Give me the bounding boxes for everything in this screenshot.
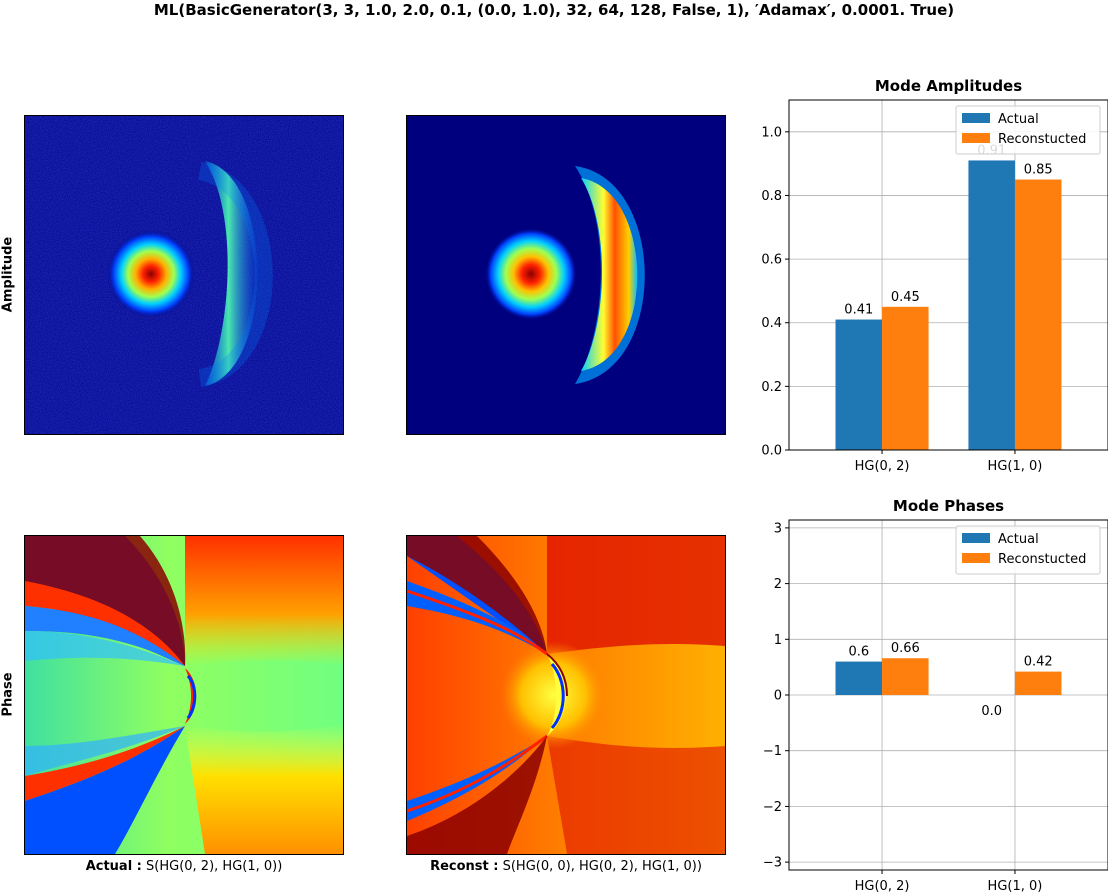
chart-1-ytick-label-0: −3 (763, 856, 782, 871)
chart-0-data-label-1-0: 0.45 (891, 290, 920, 305)
chart-1-bar-0-0 (835, 661, 883, 695)
chart-0-legend-swatch-0 (962, 113, 990, 123)
caption-actual-text: S(HG(0, 2), HG(1, 0)) (146, 859, 283, 874)
row-label-amplitude: Amplitude (0, 236, 16, 313)
chart-0-data-label-1-1: 0.85 (1024, 163, 1053, 178)
chart-0-legend-box (955, 105, 1101, 155)
chart-1-data-label-1-0: 0.66 (891, 641, 920, 656)
chart-1-data-label-0-0: 0.6 (848, 645, 869, 660)
caption-actual: Actual : S(HG(0, 2), HG(1, 0)) (24, 859, 344, 874)
chart-0-ytick-label-1: 0.2 (761, 380, 782, 395)
chart-1-ytick-label-6: 3 (774, 521, 782, 536)
chart-1-bar-1-0 (882, 658, 929, 695)
chart-1-data-label-0-1: 0.0 (981, 704, 1002, 719)
chart-1-ytick-label-5: 2 (774, 577, 782, 592)
chart-0-data-label-0-0: 0.41 (844, 303, 873, 318)
chart-1-legend-box (955, 525, 1101, 575)
chart-1-xtick-label-0: HG(0, 2) (855, 879, 910, 893)
chart-0-bar-1-0 (882, 306, 929, 450)
chart-1-legend-label-1: Reconstucted (998, 552, 1086, 567)
caption-reconst-label: Reconst : (430, 859, 499, 874)
chart-0-bar-0-1 (968, 160, 1015, 451)
chart-0-title: Mode Amplitudes (875, 77, 1022, 95)
chart-1-bar-1-1 (1014, 671, 1062, 695)
row-label-phase: Phase (0, 672, 16, 717)
chart-0-xtick-label-0: HG(0, 2) (855, 459, 910, 474)
chart-0-ytick-label-0: 0.0 (761, 444, 782, 459)
caption-reconst-text: S(HG(0, 0), HG(0, 2), HG(1, 0)) (502, 859, 702, 874)
chart-1-ytick-label-1: −2 (763, 800, 782, 815)
chart-1-data-label-1-1: 0.42 (1024, 655, 1053, 670)
chart-0-legend-swatch-1 (962, 133, 990, 143)
caption-reconst: Reconst : S(HG(0, 0), HG(0, 2), HG(1, 0)… (396, 859, 736, 874)
chart-1-ytick-label-4: 1 (774, 633, 782, 648)
chart-0-ytick-label-2: 0.4 (761, 316, 782, 331)
chart-0-ytick-label-4: 0.8 (761, 189, 782, 204)
chart-0-legend-label-0: Actual (998, 112, 1039, 127)
chart-0-axes-frame (788, 99, 1108, 451)
figure-title: ML(BasicGenerator(3, 3, 1.0, 2.0, 0.1, (… (153, 1, 955, 19)
mode-phases-chart: Mode Phases 0.6 0.0 0.66 0.42 −3 −2 −1 0 1 2 3 HG(0,… (763, 497, 1108, 893)
chart-1-legend-label-0: Actual (998, 532, 1039, 547)
chart-0-bar-1-1 (1014, 179, 1062, 450)
chart-1-ytick-label-2: −1 (763, 744, 782, 759)
chart-1-ytick-label-3: 0 (774, 689, 782, 704)
chart-0-bar-0-0 (835, 319, 883, 450)
phase-actual-image (24, 535, 344, 855)
chart-0-xtick-label-1: HG(1, 0) (988, 459, 1043, 474)
chart-1-title: Mode Phases (893, 497, 1004, 515)
chart-1-xtick-label-1: HG(1, 0) (988, 879, 1043, 893)
chart-1-legend-swatch-0 (962, 533, 990, 543)
chart-1-legend-swatch-1 (962, 553, 990, 563)
amplitude-actual-image (24, 115, 344, 435)
chart-0-legend-label-1: Reconstucted (998, 132, 1086, 147)
caption-actual-label: Actual : (85, 859, 142, 874)
mode-amplitudes-chart: Mode Amplitudes0.410.910.450.850.00.20.4… (761, 77, 1108, 474)
phase-reconstructed-image (406, 535, 726, 855)
chart-0-ytick-label-5: 1.0 (761, 125, 782, 140)
chart-0-ytick-label-3: 0.6 (761, 253, 782, 268)
amplitude-reconstructed-image (406, 115, 726, 435)
